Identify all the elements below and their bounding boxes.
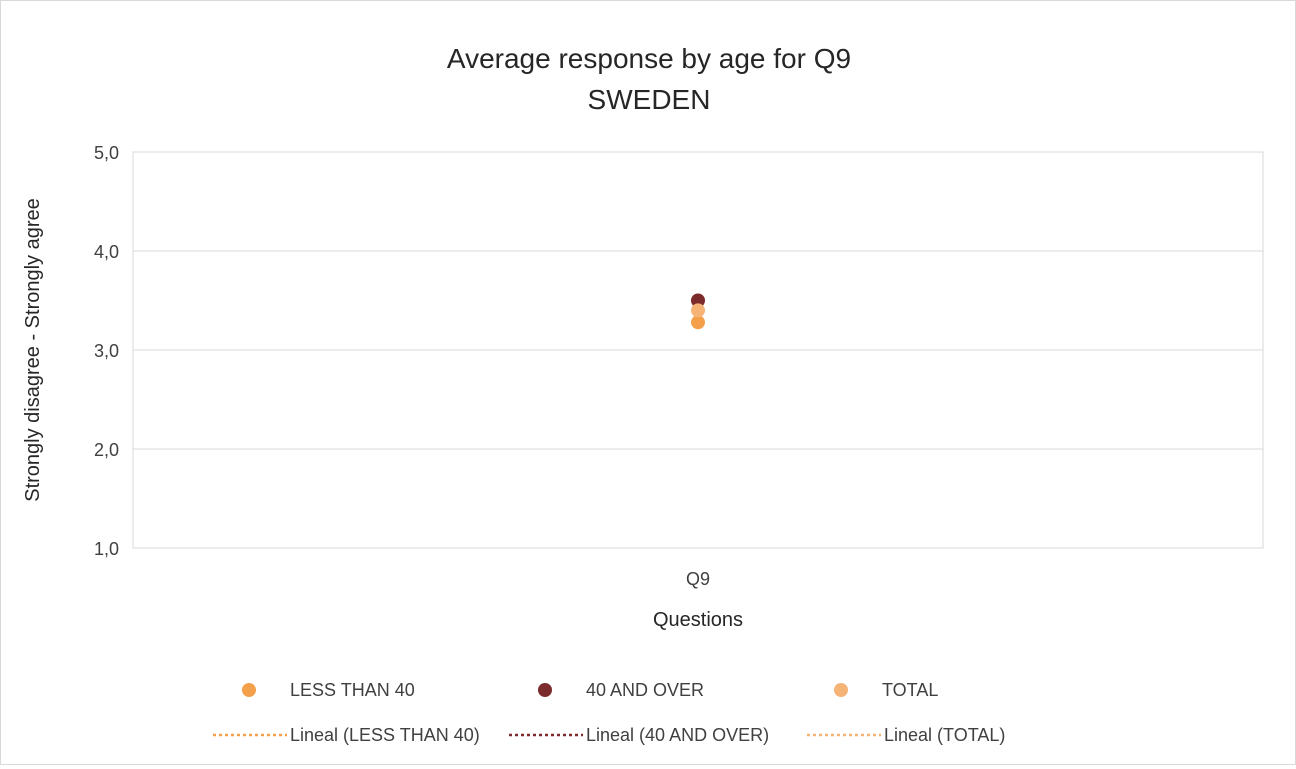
legend-item: 40 AND OVER	[538, 680, 704, 700]
y-axis-label: Strongly disagree - Strongly agree	[22, 198, 44, 502]
legend-item: TOTAL	[834, 680, 938, 700]
y-tick-label: 4,0	[94, 242, 119, 262]
y-tick-label: 2,0	[94, 440, 119, 460]
legend-trendline-label: Lineal (40 AND OVER)	[586, 725, 769, 745]
data-point	[691, 293, 705, 308]
chart-title: Average response by age for Q9	[447, 43, 851, 74]
legend-label: 40 AND OVER	[586, 680, 704, 700]
x-tick-label: Q9	[686, 569, 710, 589]
legend-trendline-item: Lineal (40 AND OVER)	[509, 725, 769, 745]
legend-trendline-label: Lineal (LESS THAN 40)	[290, 725, 480, 745]
y-tick-label: 1,0	[94, 539, 119, 559]
legend-marker	[538, 683, 552, 697]
x-axis-label: Questions	[653, 609, 743, 631]
legend-trendline-item: Lineal (LESS THAN 40)	[213, 725, 480, 745]
legend-marker	[834, 683, 848, 697]
chart-subtitle: SWEDEN	[588, 84, 711, 115]
legend-trendline-item: Lineal (TOTAL)	[807, 725, 1005, 745]
data-point	[691, 315, 705, 330]
data-points	[691, 293, 705, 330]
data-point	[691, 303, 705, 318]
y-tick-label: 5,0	[94, 143, 119, 163]
legend-label: LESS THAN 40	[290, 680, 415, 700]
legend-trendline-label: Lineal (TOTAL)	[884, 725, 1005, 745]
y-tick-labels: 1,0 2,0 3,0 4,0 5,0	[94, 143, 119, 559]
legend-marker	[242, 683, 256, 697]
legend: LESS THAN 40 40 AND OVER TOTAL Lineal (LESS…	[213, 680, 1005, 745]
legend-item: LESS THAN 40	[242, 680, 415, 700]
y-tick-label: 3,0	[94, 341, 119, 361]
x-tick-labels: Q9	[686, 569, 710, 589]
gridlines	[133, 151, 1263, 549]
legend-label: TOTAL	[882, 680, 938, 700]
